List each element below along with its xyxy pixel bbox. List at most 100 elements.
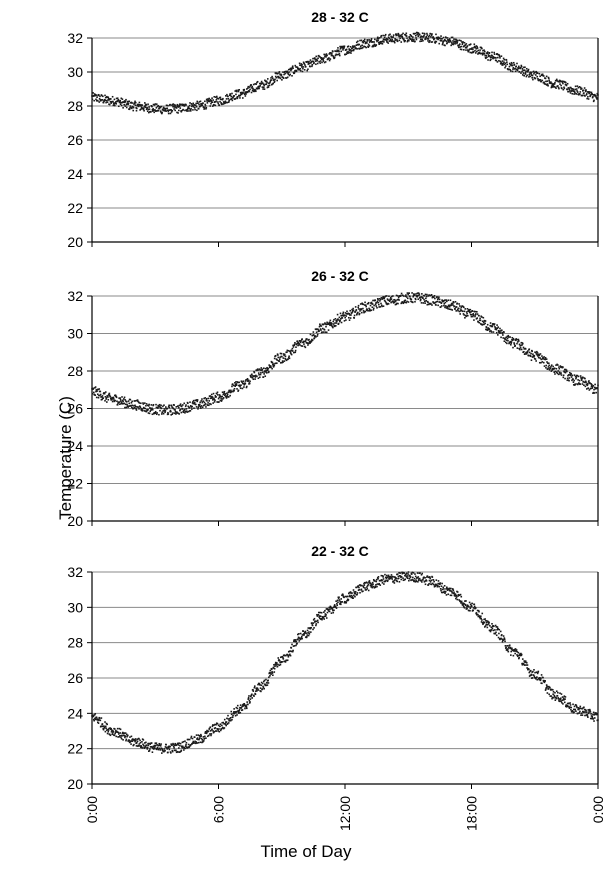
data-point — [461, 310, 464, 313]
data-point — [185, 404, 187, 406]
data-point — [330, 606, 332, 609]
data-point — [421, 581, 423, 583]
data-point — [583, 711, 586, 713]
data-point — [491, 55, 494, 57]
data-point — [569, 374, 572, 377]
data-point — [400, 294, 402, 297]
data-point — [204, 100, 206, 103]
data-point — [195, 104, 197, 107]
data-point — [307, 344, 309, 346]
data-point — [519, 347, 522, 349]
data-point — [483, 50, 486, 53]
data-point — [570, 86, 572, 89]
data-point — [537, 356, 540, 359]
data-point — [157, 104, 159, 107]
data-point — [250, 84, 252, 86]
data-point — [103, 392, 106, 395]
data-point — [121, 98, 124, 100]
data-point — [329, 323, 332, 325]
data-point — [180, 745, 183, 748]
data-point — [94, 713, 97, 715]
data-point — [595, 391, 597, 394]
data-point — [163, 110, 166, 112]
data-point — [228, 389, 231, 392]
data-point — [587, 381, 590, 383]
data-point — [147, 744, 150, 747]
data-point — [304, 340, 307, 342]
data-point — [124, 732, 127, 734]
data-point — [346, 599, 348, 602]
data-point — [179, 403, 182, 405]
data-point — [263, 680, 265, 683]
data-point — [188, 406, 191, 409]
data-point — [380, 36, 382, 38]
data-point — [291, 347, 294, 350]
data-point — [588, 711, 590, 713]
data-point — [358, 308, 360, 310]
data-point — [520, 344, 522, 347]
data-point — [461, 603, 464, 606]
data-point — [248, 90, 251, 92]
data-point — [459, 46, 461, 48]
data-point — [320, 329, 322, 331]
data-point — [460, 39, 462, 42]
data-point — [269, 80, 272, 83]
data-point — [518, 656, 520, 659]
data-point — [219, 100, 221, 103]
data-point — [195, 403, 197, 406]
data-point — [249, 698, 252, 700]
data-point — [437, 38, 439, 41]
data-point — [244, 707, 246, 710]
y-tick-label: 30 — [67, 326, 83, 342]
data-point — [292, 344, 294, 347]
data-point — [151, 110, 154, 112]
data-point — [251, 697, 254, 699]
data-point — [209, 98, 212, 101]
data-point — [332, 611, 335, 614]
data-point — [312, 60, 315, 63]
data-point — [561, 81, 564, 83]
data-point — [514, 344, 516, 347]
data-point — [164, 406, 167, 408]
data-point — [475, 47, 477, 50]
data-point — [189, 409, 192, 412]
data-point — [227, 101, 230, 104]
data-point — [350, 592, 352, 594]
data-point — [396, 299, 399, 301]
data-point — [530, 359, 533, 362]
data-point — [363, 582, 365, 585]
data-point — [559, 83, 561, 85]
data-point — [481, 320, 484, 323]
data-point — [98, 94, 100, 96]
data-point — [272, 77, 274, 80]
data-point — [214, 100, 216, 103]
data-point — [264, 79, 266, 82]
data-point — [523, 66, 525, 69]
data-point — [481, 47, 483, 50]
data-point — [179, 744, 181, 747]
data-point — [538, 79, 540, 82]
data-point — [173, 108, 175, 110]
data-point — [566, 370, 568, 373]
data-point — [94, 93, 97, 96]
data-point — [339, 319, 341, 322]
data-point — [223, 392, 225, 394]
data-point — [281, 661, 284, 663]
data-point — [409, 574, 411, 577]
data-point — [232, 711, 235, 713]
data-point — [229, 93, 231, 95]
data-point — [559, 373, 561, 375]
data-point — [178, 109, 180, 112]
data-point — [573, 379, 575, 382]
data-point — [443, 590, 446, 593]
data-point — [370, 586, 373, 588]
data-point — [334, 606, 337, 608]
data-point — [514, 652, 516, 655]
data-point — [398, 581, 401, 583]
data-point — [523, 348, 526, 350]
data-point — [460, 602, 462, 604]
data-point — [576, 90, 578, 92]
x-tick-label: 0:00 — [590, 796, 606, 823]
data-point — [331, 325, 334, 328]
data-point — [515, 339, 518, 341]
